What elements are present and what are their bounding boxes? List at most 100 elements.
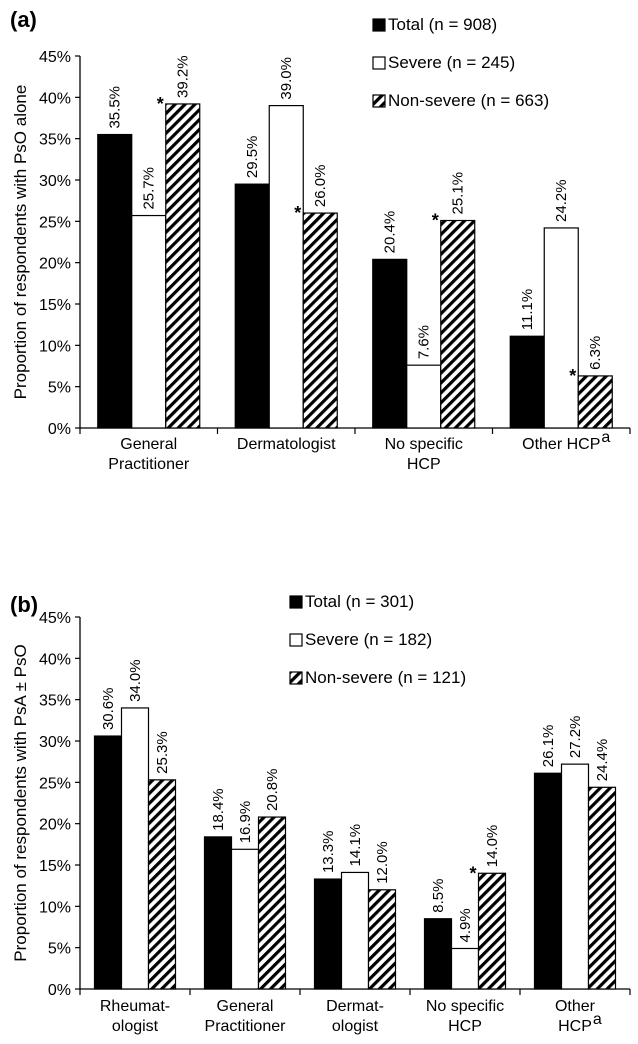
bar-hatched-3 (577, 375, 613, 429)
data-label: 39.2% (175, 55, 192, 98)
bar-white-0 (131, 214, 167, 429)
x-category-label: HCP (407, 456, 441, 473)
bar-hatched-3 (477, 872, 507, 990)
data-label: 11.1% (519, 289, 536, 330)
bar-white-3 (450, 947, 480, 990)
legend-label: Non-severe (n = 121) (305, 668, 466, 687)
y-tick-label: 15% (39, 858, 71, 875)
data-label: 20.4% (382, 211, 399, 254)
data-label: 30.6% (100, 687, 117, 730)
bar-white-4 (560, 763, 590, 990)
y-tick-label: 20% (39, 256, 71, 273)
y-tick-label: 45% (39, 610, 71, 627)
data-label: 12.0% (374, 841, 391, 884)
legend-swatch-hatched (372, 94, 386, 108)
bar-solid-1 (234, 183, 270, 429)
legend-swatch-white (289, 633, 303, 647)
chart-panel-a: (a) Proportion of respondents with PsO al… (10, 7, 631, 473)
x-category-label: Dermat- (326, 998, 384, 1015)
chart-panel-b: (b) Proportion of respondents with PsA ± … (10, 592, 631, 1035)
bar-white-2 (340, 871, 370, 990)
legend-swatch-hatched (289, 671, 303, 685)
data-label: 26.0% (312, 165, 329, 208)
legend-swatch-solid (289, 595, 303, 609)
y-tick-label: 0% (48, 421, 71, 438)
data-label: 34.0% (127, 659, 144, 702)
bar-solid-0 (93, 735, 123, 990)
bar-solid-0 (97, 133, 133, 429)
data-label: 14.1% (347, 824, 364, 867)
y-tick-label: 0% (48, 982, 71, 999)
y-tick-label: 15% (39, 297, 71, 314)
data-label: 4.9% (457, 908, 474, 942)
data-label: 25.7% (141, 167, 158, 210)
y-tick-label: 25% (39, 214, 71, 231)
significance-marker: * (157, 94, 164, 114)
data-label: 8.5% (430, 879, 447, 913)
x-category-label: Practitioner (205, 1018, 287, 1035)
x-category-label: Dermatologist (237, 436, 336, 453)
bar-hatched-1 (302, 212, 338, 429)
data-label: 25.1% (450, 172, 467, 215)
y-tick-label: 5% (48, 380, 71, 397)
data-label: 24.2% (553, 179, 570, 222)
y-tick-label: 10% (39, 338, 71, 355)
panel-label: (a) (10, 7, 37, 32)
data-label: 7.6% (416, 325, 433, 359)
x-category-label: HCP (558, 1018, 592, 1035)
y-tick-label: 20% (39, 817, 71, 834)
x-category-label: Other (555, 998, 596, 1015)
legend-label: Severe (n = 182) (305, 630, 432, 649)
significance-marker: * (294, 203, 301, 223)
y-axis-title: Proportion of respondents with PsA ± PsO (11, 644, 30, 961)
significance-marker: * (469, 863, 476, 883)
x-category-label: ologist (112, 1018, 159, 1035)
x-category-label: No specific (385, 436, 463, 453)
bar-white-3 (543, 227, 579, 429)
data-label: 25.3% (154, 731, 171, 774)
data-label: 27.2% (567, 716, 584, 759)
legend-label: Severe (n = 245) (388, 53, 515, 72)
bar-hatched-1 (257, 816, 287, 990)
data-label: 29.5% (244, 136, 261, 179)
significance-marker: * (432, 211, 439, 231)
panel-label: (b) (10, 592, 38, 617)
x-category-label: General (217, 998, 274, 1015)
y-tick-label: 45% (39, 49, 71, 66)
data-label: 16.9% (237, 801, 254, 844)
y-tick-label: 40% (39, 651, 71, 668)
bar-solid-3 (423, 918, 453, 990)
y-tick-label: 5% (48, 941, 71, 958)
x-category-label: No specific (426, 998, 504, 1015)
data-label: 14.0% (484, 825, 501, 868)
x-category-label: General (120, 436, 177, 453)
legend-label: Non-severe (n = 663) (388, 91, 549, 110)
bar-solid-4 (533, 772, 563, 990)
x-category-label: Other HCP (522, 436, 600, 453)
legend-label: Total (n = 908) (388, 15, 497, 34)
legend-swatch-white (372, 56, 386, 70)
y-tick-label: 30% (39, 734, 71, 751)
y-tick-label: 10% (39, 899, 71, 916)
legend-label: Total (n = 301) (305, 592, 414, 611)
bar-hatched-0 (147, 779, 177, 990)
bar-hatched-2 (440, 219, 476, 429)
bar-white-1 (268, 104, 304, 429)
data-label: 35.5% (107, 86, 124, 129)
bar-white-1 (230, 848, 260, 990)
y-tick-label: 25% (39, 775, 71, 792)
data-label: 20.8% (264, 769, 281, 812)
y-axis-title: Proportion of respondents with PsO alone (11, 85, 30, 400)
bar-solid-3 (509, 335, 545, 429)
y-tick-label: 40% (39, 90, 71, 107)
y-tick-label: 30% (39, 173, 71, 190)
y-tick-label: 35% (39, 693, 71, 710)
data-label: 18.4% (210, 788, 227, 831)
data-label: 13.3% (320, 831, 337, 874)
data-label: 39.0% (278, 57, 295, 100)
x-category-superscript: a (601, 429, 610, 446)
y-tick-label: 35% (39, 132, 71, 149)
data-label: 24.4% (594, 739, 611, 782)
